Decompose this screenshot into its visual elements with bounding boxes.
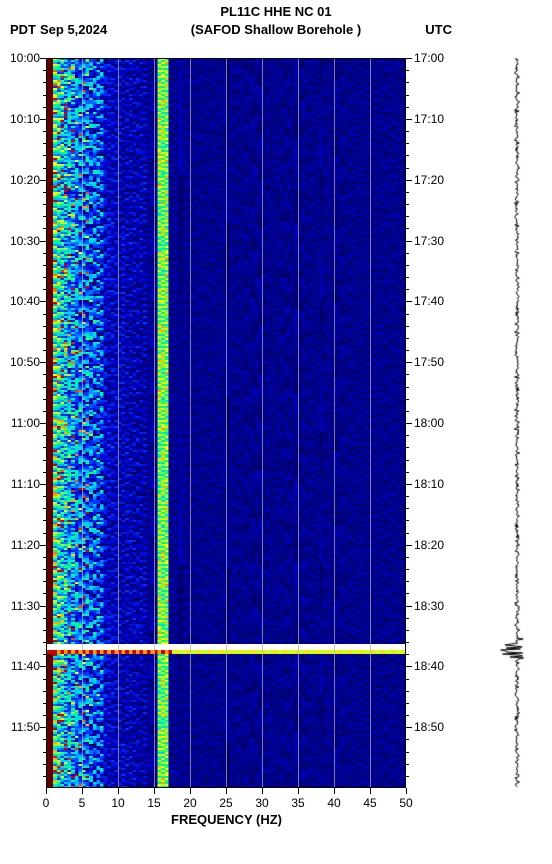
x-tick [190, 788, 191, 794]
x-tick-label: 30 [255, 796, 268, 810]
x-tick-label: 40 [327, 796, 340, 810]
y-right-label: 17:50 [414, 355, 444, 369]
tz-right: UTC [425, 22, 452, 37]
y-left-label: 11:40 [11, 659, 40, 673]
y-right-label: 17:10 [414, 112, 444, 126]
y-right-label: 17:00 [414, 51, 444, 65]
x-axis-label: FREQUENCY (HZ) [171, 812, 282, 827]
x-tick [262, 788, 263, 794]
y-right-label: 18:00 [414, 416, 444, 430]
title-line1: PL11C HHE NC 01 [0, 4, 552, 19]
x-tick-label: 10 [111, 796, 124, 810]
x-tick [370, 788, 371, 794]
y-left-label: 11:30 [11, 599, 40, 613]
seismic-trace [498, 58, 536, 788]
y-left-label: 11:50 [11, 720, 40, 734]
y-left-label: 10:00 [10, 51, 40, 65]
x-tick [154, 788, 155, 794]
x-tick [118, 788, 119, 794]
x-tick [46, 788, 47, 794]
x-tick-label: 15 [147, 796, 160, 810]
y-right-label: 17:30 [414, 234, 444, 248]
y-right-label: 18:40 [414, 659, 444, 673]
x-tick-label: 5 [79, 796, 86, 810]
tz-left: PDT [10, 22, 36, 37]
x-tick-label: 25 [219, 796, 232, 810]
page-root: PL11C HHE NC 01 (SAFOD Shallow Borehole … [0, 0, 552, 864]
y-left-label: 10:30 [10, 234, 40, 248]
x-tick [226, 788, 227, 794]
y-left-label: 10:20 [10, 173, 40, 187]
x-tick [406, 788, 407, 794]
y-left-label: 10:50 [10, 355, 40, 369]
y-right-label: 17:40 [414, 294, 444, 308]
axis-frame [46, 58, 406, 788]
y-right-label: 17:20 [414, 173, 444, 187]
x-tick [82, 788, 83, 794]
y-right-label: 18:30 [414, 599, 444, 613]
x-tick [298, 788, 299, 794]
date: Sep 5,2024 [40, 22, 107, 37]
x-tick-label: 45 [363, 796, 376, 810]
trace-canvas [498, 58, 536, 788]
y-left-label: 10:10 [10, 112, 40, 126]
y-left-label: 11:20 [11, 538, 40, 552]
y-right-label: 18:20 [414, 538, 444, 552]
y-left-label: 10:40 [10, 294, 40, 308]
x-tick-label: 20 [183, 796, 196, 810]
spectrogram-plot [46, 58, 406, 788]
y-right-label: 18:50 [414, 720, 444, 734]
y-left-label: 11:00 [11, 416, 40, 430]
x-tick-label: 35 [291, 796, 304, 810]
y-left-label: 11:10 [11, 477, 40, 491]
y-right-label: 18:10 [414, 477, 444, 491]
x-tick-label: 50 [399, 796, 412, 810]
x-tick-label: 0 [43, 796, 50, 810]
x-tick [334, 788, 335, 794]
